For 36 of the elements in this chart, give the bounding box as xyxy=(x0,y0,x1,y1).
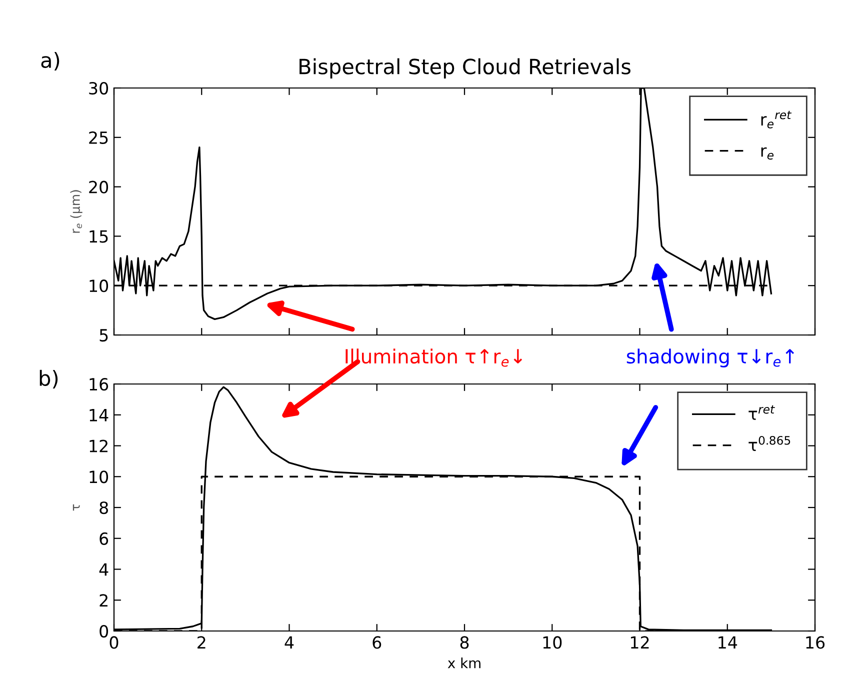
x-axis-title: x km xyxy=(448,658,480,668)
x-tick-label: 0 xyxy=(110,636,118,649)
y-tick-label: 15 xyxy=(90,230,108,243)
x-tick-label: 16 xyxy=(806,636,825,649)
x-tick-label: 6 xyxy=(372,636,382,649)
y-axis-title: τ xyxy=(72,504,80,511)
legend-label: τ$^{0.865}$ xyxy=(748,436,790,451)
y-tick-label: 6 xyxy=(100,532,108,545)
x-tick-label: 8 xyxy=(460,636,469,649)
y-tick-label: 20 xyxy=(89,180,108,194)
text: a) xyxy=(41,52,60,70)
y-tick-label: 10 xyxy=(90,470,108,484)
y-axis-title: r$_{e}$ (μm) xyxy=(70,190,82,233)
legend-label: r$_{e}$$^{ret}$ xyxy=(761,110,792,128)
x-tick-label: 2 xyxy=(198,636,206,649)
y-tick-label: 25 xyxy=(89,131,108,144)
x-tick-label: 14 xyxy=(718,636,738,649)
y-tick-label: 5 xyxy=(100,329,108,342)
y-tick-label: 0 xyxy=(100,624,108,638)
x-tick-label: 10 xyxy=(543,636,562,649)
y-tick-label: 12 xyxy=(90,440,108,452)
y-tick-label: 2 xyxy=(100,594,108,606)
y-tick-label: 16 xyxy=(90,378,108,391)
y-tick-label: 8 xyxy=(100,501,108,514)
x-tick-label: 4 xyxy=(284,636,294,649)
text: b) xyxy=(40,370,58,388)
y-tick-label: 14 xyxy=(90,409,108,422)
y-tick-label: 30 xyxy=(89,82,108,95)
x-tick-label: 12 xyxy=(630,636,649,649)
legend-label: τ$^{ret}$ xyxy=(748,405,775,420)
chart-title: Bispectral Step Cloud Retrievals xyxy=(300,58,630,78)
text: shadowing τ↓r$_{e}$↑ xyxy=(626,348,794,368)
text: Illumination τ↑r$_{e}$↓ xyxy=(346,348,522,367)
legend-label: r$_{e}$ xyxy=(761,147,774,160)
y-tick-label: 4 xyxy=(99,563,108,576)
y-tick-label: 10 xyxy=(90,280,108,292)
